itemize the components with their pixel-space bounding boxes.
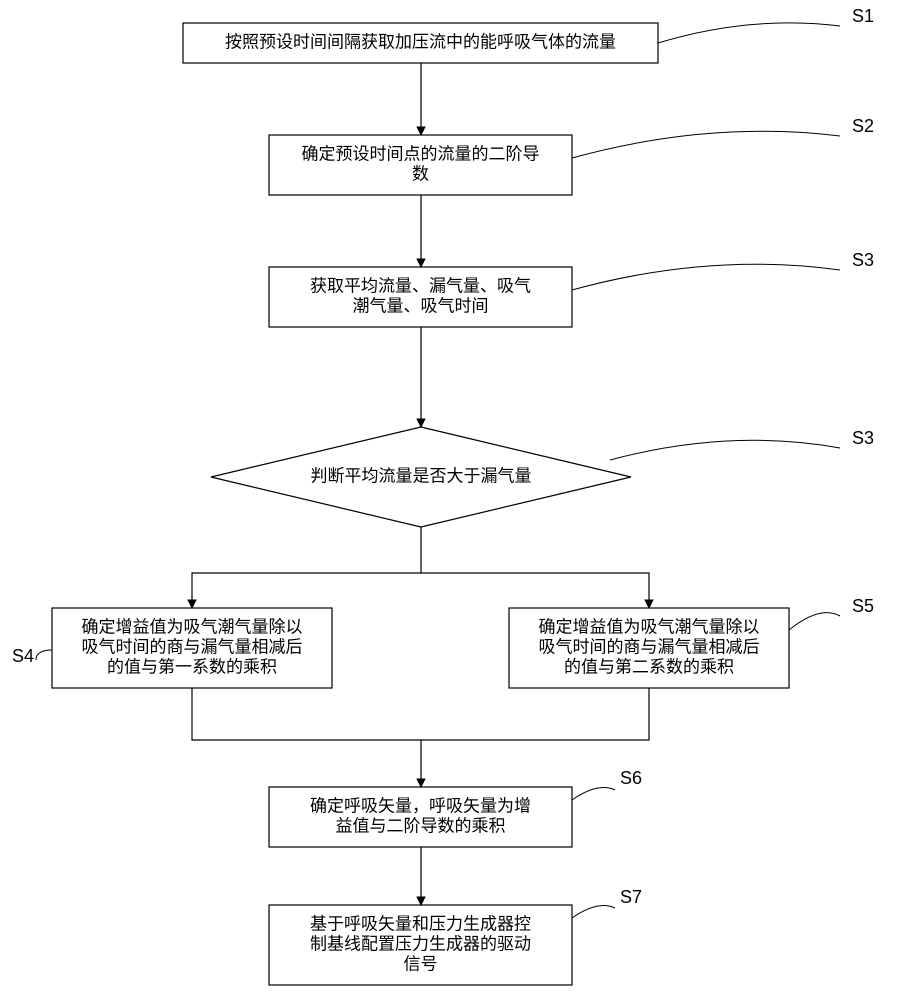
curve-5 [789, 613, 840, 630]
label-s1: S1 [852, 6, 874, 26]
node-s7-line2: 信号 [404, 954, 438, 973]
label-s3a: S3 [852, 250, 874, 270]
node-s1: 按照预设时间间隔获取加压流中的能呼吸气体的流量 S1 [183, 6, 874, 63]
node-s7-line1: 制基线配置压力生成器的驱动 [310, 934, 531, 953]
label-s3b: S3 [852, 428, 874, 448]
node-s3a-line0: 获取平均流量、漏气量、吸气 [310, 276, 531, 295]
node-s4-line0: 确定增益值为吸气潮气量除以 [82, 617, 303, 636]
label-s2: S2 [852, 116, 874, 136]
curve-4 [36, 650, 52, 660]
node-s4: 确定增益值为吸气潮气量除以吸气时间的商与漏气量相减后的值与第一系数的乘积 S4 [12, 608, 332, 688]
node-s7: 基于呼吸矢量和压力生成器控制基线配置压力生成器的驱动信号 S7 [269, 887, 642, 985]
curve-2 [572, 264, 840, 290]
label-s7: S7 [620, 887, 642, 907]
node-s3a-line1: 潮气量、吸气时间 [353, 296, 489, 315]
node-s6-line1: 益值与二阶导数的乘积 [336, 816, 506, 835]
edge-4 [421, 573, 649, 608]
node-s2-line0: 确定预设时间点的流量的二阶导 [302, 144, 540, 163]
edge-3 [192, 527, 421, 608]
node-s3a: 获取平均流量、漏气量、吸气潮气量、吸气时间 S3 [269, 250, 874, 327]
curve-0 [658, 23, 840, 43]
label-s4: S4 [12, 646, 34, 666]
node-s4-line2: 的值与第一系数的乘积 [107, 657, 277, 676]
edge-5 [192, 688, 421, 740]
curve-1 [572, 131, 840, 158]
edge-6 [421, 688, 649, 740]
node-s5-line1: 吸气时间的商与漏气量相减后 [539, 637, 760, 656]
node-s2: 确定预设时间点的流量的二阶导数 S2 [269, 116, 874, 195]
label-s5: S5 [852, 596, 874, 616]
node-s7-line0: 基于呼吸矢量和压力生成器控 [310, 914, 531, 933]
curve-7 [572, 906, 615, 918]
node-s6-line0: 确定呼吸矢量，呼吸矢量为增 [310, 796, 531, 815]
curve-6 [572, 788, 615, 800]
node-s4-line1: 吸气时间的商与漏气量相减后 [82, 637, 303, 656]
label-s6: S6 [620, 768, 642, 788]
node-s1-line0: 按照预设时间间隔获取加压流中的能呼吸气体的流量 [225, 32, 616, 51]
node-s6: 确定呼吸矢量，呼吸矢量为增益值与二阶导数的乘积 S6 [269, 768, 642, 847]
node-s3b-line0: 判断平均流量是否大于漏气量 [311, 466, 532, 485]
curve-3 [610, 440, 840, 460]
node-s3b: 判断平均流量是否大于漏气量 S3 [211, 427, 874, 527]
node-s2-line1: 数 [412, 164, 429, 183]
node-s5-line0: 确定增益值为吸气潮气量除以 [539, 617, 760, 636]
node-s5-line2: 的值与第二系数的乘积 [564, 657, 734, 676]
node-s5: 确定增益值为吸气潮气量除以吸气时间的商与漏气量相减后的值与第二系数的乘积 S5 [509, 596, 874, 688]
